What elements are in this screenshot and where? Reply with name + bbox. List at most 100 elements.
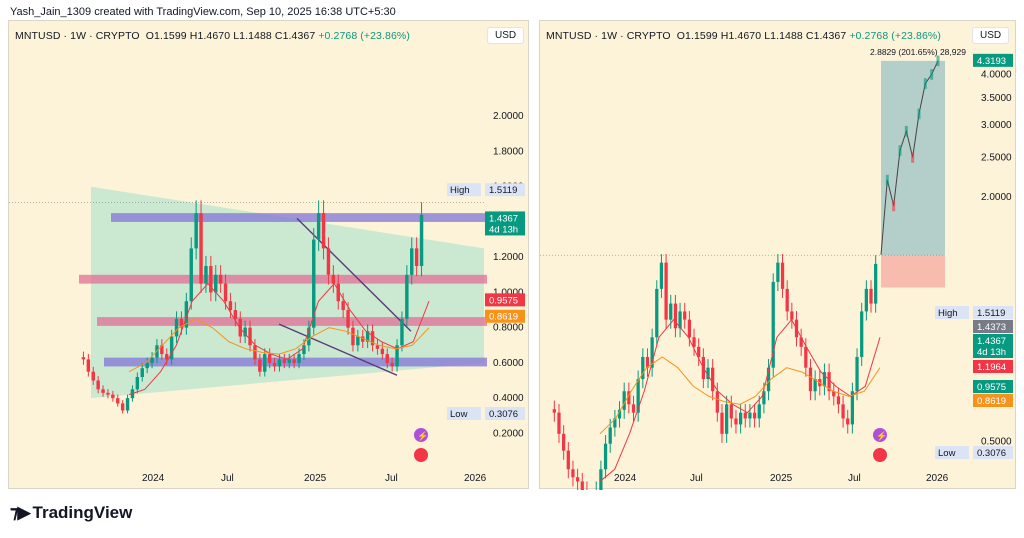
- candle-body: [312, 239, 316, 328]
- x-tick-label: Jul: [690, 473, 703, 484]
- candle-body: [331, 274, 336, 284]
- price-tag-bg: [973, 53, 1013, 67]
- candle-body: [780, 262, 785, 289]
- candle-body: [326, 248, 331, 275]
- candle-body: [603, 443, 608, 470]
- candle-body: [233, 310, 238, 319]
- candle-body: [277, 359, 282, 367]
- price-tag-bg: [973, 334, 1013, 358]
- candle-body: [659, 262, 664, 289]
- candle-body: [687, 319, 692, 338]
- candle-body: [715, 391, 719, 413]
- candle-body: [321, 213, 326, 249]
- candle-body: [218, 274, 223, 284]
- candle-body: [738, 412, 743, 425]
- candle-body: [808, 367, 813, 392]
- price-tag-value: 1.4373: [977, 322, 1006, 333]
- candle-body: [96, 380, 100, 390]
- candle-body: [336, 283, 340, 302]
- candle-body: [692, 337, 696, 347]
- candle-body: [836, 396, 841, 405]
- candle-body: [86, 359, 91, 372]
- candle-body: [204, 266, 208, 284]
- candle-body: [641, 356, 645, 380]
- low-value: L1.1488: [233, 30, 272, 42]
- price-tag-value: 0.3076: [977, 448, 1006, 459]
- currency-button[interactable]: USD: [487, 27, 525, 44]
- candle-body: [627, 391, 631, 405]
- y-tick-label: 2.5000: [981, 152, 1012, 163]
- candle-body: [150, 357, 154, 363]
- candle-body: [356, 336, 360, 346]
- candle-body: [762, 391, 766, 405]
- y-tick-label: 3.5000: [981, 93, 1012, 104]
- right-chart-panel[interactable]: 2.8829 (201.65%) 28,929 4.0000 3.5000 3.000…: [539, 20, 1017, 490]
- price-tag-bg: [485, 309, 525, 323]
- low-value: L1.1488: [764, 30, 803, 42]
- price-tag-caption: Low: [450, 409, 468, 420]
- x-tick-label: Jul: [848, 473, 861, 484]
- candle-body: [174, 318, 179, 337]
- candle-body: [743, 412, 747, 419]
- y-tick-label: 0.2000: [493, 428, 524, 439]
- left-chart-panel[interactable]: 2.00001.80001.60001.20001.00000.80000.60…: [8, 20, 529, 489]
- candle-body: [370, 331, 375, 346]
- candle-body: [752, 412, 757, 419]
- price-tag-caption-bg: [935, 306, 969, 319]
- candle-body: [214, 274, 218, 293]
- currency-button[interactable]: USD: [972, 27, 1010, 44]
- price-tag-bg: [973, 380, 1013, 393]
- candle-body: [841, 404, 845, 419]
- y-tick-label: 1.0000: [493, 287, 524, 298]
- candle-body: [263, 354, 267, 372]
- moving-average-line: [128, 318, 430, 373]
- candle-body: [106, 392, 110, 395]
- candle-body: [822, 372, 827, 387]
- candle-body: [771, 281, 775, 368]
- y-tick-label: 0.8000: [493, 323, 524, 334]
- candle-body: [400, 318, 404, 346]
- price-tag-countdown: 4d 13h: [489, 224, 518, 235]
- price-tag-value: 1.5119: [489, 185, 517, 196]
- open-value: O1.1599: [145, 30, 187, 42]
- attribution: Yash_Jain_1309 created with TradingView.…: [10, 6, 396, 18]
- candle-body: [729, 404, 733, 419]
- candle-body: [414, 248, 419, 266]
- candle-body: [116, 398, 120, 404]
- candle-body: [575, 477, 580, 482]
- x-tick-label: Jul: [221, 473, 234, 484]
- candle-body: [711, 367, 715, 392]
- projected-candle: [936, 55, 940, 67]
- horizontal-zone: [79, 274, 487, 284]
- horizontal-zone: [111, 213, 487, 222]
- candle-body: [683, 311, 687, 320]
- close-value: C1.4367: [805, 30, 847, 42]
- projected-candle: [885, 174, 889, 186]
- candle-body: [145, 362, 149, 369]
- projected-candle: [930, 69, 934, 80]
- candle-body: [287, 359, 291, 363]
- candle-body: [395, 345, 399, 367]
- price-tag-bg: [485, 293, 525, 307]
- price-tag-bg: [973, 446, 1013, 459]
- lightning-glyph: ⚡: [876, 430, 887, 442]
- symbol-label: MNTUSD · 1W · CRYPTO: [15, 30, 140, 42]
- left-chart-canvas[interactable]: 2.00001.80001.60001.20001.00000.80000.60…: [9, 21, 530, 490]
- price-tag-value: 1.4367: [489, 213, 518, 224]
- candle-body: [81, 357, 86, 360]
- moving-average-line: [128, 282, 430, 396]
- candle-body: [405, 274, 409, 319]
- projected-candle: [904, 125, 908, 137]
- y-tick-label: 0.5000: [981, 437, 1012, 448]
- tradingview-logo: ⁊▶ TradingView: [10, 503, 132, 523]
- high-value: H1.4670: [720, 30, 762, 42]
- right-chart-canvas[interactable]: 2.8829 (201.65%) 28,929 4.0000 3.5000 3.000…: [540, 21, 1017, 490]
- projected-candle: [923, 78, 927, 89]
- high-value: H1.4670: [189, 30, 231, 42]
- y-tick-label: 1.8000: [493, 146, 524, 157]
- candle-body: [562, 433, 566, 451]
- candle-body: [341, 301, 345, 311]
- price-tag-value: 0.9575: [489, 295, 518, 306]
- x-tick-label: 2026: [464, 473, 487, 484]
- candle-body: [111, 394, 115, 399]
